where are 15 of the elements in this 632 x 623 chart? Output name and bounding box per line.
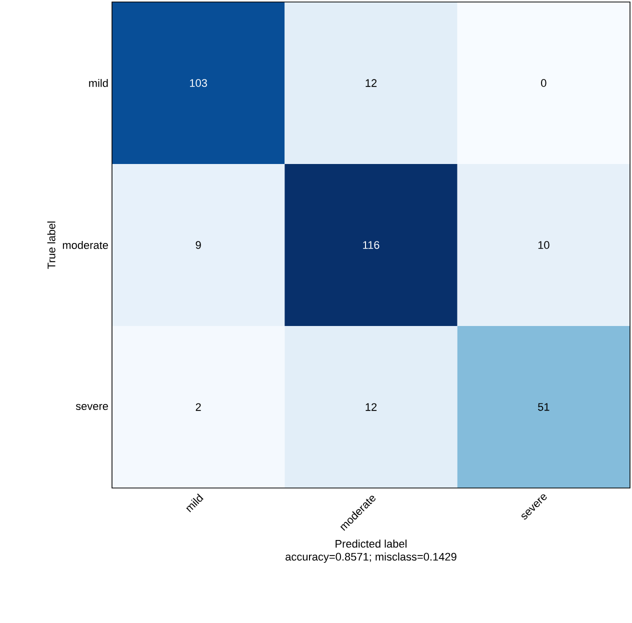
x-axis-title: Predicted label: [336, 540, 406, 548]
data-label: 10: [538, 241, 550, 249]
data-label: 9: [196, 241, 201, 249]
y-tick-label: severe: [76, 404, 108, 410]
y-tick-label: moderate: [62, 240, 108, 250]
data-label: 103: [190, 79, 207, 87]
data-label: 51: [538, 403, 550, 411]
data-label: 2: [196, 403, 201, 411]
data-label: 116: [363, 241, 380, 249]
y-axis-title: True label: [47, 222, 56, 269]
y-tick-label: mild: [89, 78, 108, 88]
data-label: 12: [366, 79, 377, 87]
data-label: 0: [541, 79, 546, 87]
data-label: 12: [366, 403, 377, 411]
text: accuracy=0.8571; misclass=0.1429: [286, 552, 456, 563]
